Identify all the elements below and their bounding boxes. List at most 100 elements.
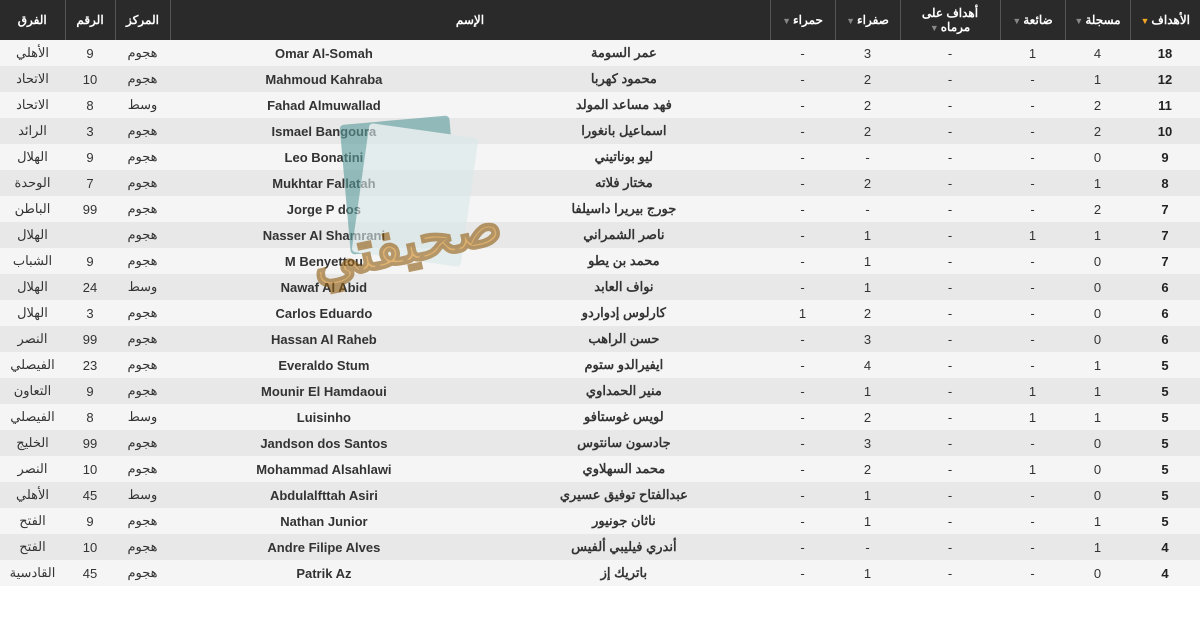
cell-missed: - [1000, 118, 1065, 144]
cell-num: 24 [65, 274, 115, 300]
cell-num: 9 [65, 144, 115, 170]
cell-team: الرائد [0, 118, 65, 144]
cell-goals: 7 [1130, 248, 1200, 274]
table-row: 60--1-نواف العابدNawaf Al Abidوسط24الهلا… [0, 274, 1200, 300]
cell-pos: هجوم [115, 222, 170, 248]
cell-goals: 6 [1130, 274, 1200, 300]
cell-team: الفيصلي [0, 352, 65, 378]
cell-num: 3 [65, 300, 115, 326]
table-row: 102--2-اسماعيل بانغوراIsmael Bangouraهجو… [0, 118, 1200, 144]
col-missed-header[interactable]: ضائعة▼ [1000, 0, 1065, 40]
cell-red: 1 [770, 300, 835, 326]
cell-team: الفتح [0, 508, 65, 534]
cell-name-ar: مختار فلاته [478, 170, 770, 196]
cell-name-en: Ismael Bangoura [170, 118, 478, 144]
cell-name-en: Mahmoud Kahraba [170, 66, 478, 92]
cell-own: - [900, 196, 1000, 222]
cell-num: 99 [65, 430, 115, 456]
col-scored-header[interactable]: مسجلة▼ [1065, 0, 1130, 40]
cell-name-en: Mounir El Hamdaoui [170, 378, 478, 404]
cell-own: - [900, 274, 1000, 300]
cell-missed: - [1000, 352, 1065, 378]
cell-team: الوحدة [0, 170, 65, 196]
cell-num: 99 [65, 326, 115, 352]
cell-pos: هجوم [115, 40, 170, 66]
cell-yellow: 2 [835, 300, 900, 326]
cell-own: - [900, 300, 1000, 326]
cell-scored: 0 [1065, 326, 1130, 352]
col-pos-header[interactable]: المركز [115, 0, 170, 40]
cell-scored: 0 [1065, 482, 1130, 508]
cell-red: - [770, 248, 835, 274]
cell-goals: 7 [1130, 222, 1200, 248]
col-name-header[interactable]: الإسم [170, 0, 770, 40]
cell-yellow: 3 [835, 326, 900, 352]
cell-num: 9 [65, 248, 115, 274]
cell-own: - [900, 222, 1000, 248]
cell-own: - [900, 482, 1000, 508]
cell-goals: 12 [1130, 66, 1200, 92]
cell-pos: وسط [115, 92, 170, 118]
cell-name-en: Omar Al-Somah [170, 40, 478, 66]
table-row: 1841-3-عمر السومةOmar Al-Somahهجوم9الأهل… [0, 40, 1200, 66]
cell-scored: 2 [1065, 92, 1130, 118]
col-yellow-header[interactable]: صفراء▼ [835, 0, 900, 40]
table-row: 51--4-ايفيرالدو ستومEveraldo Stumهجوم23ا… [0, 352, 1200, 378]
cell-num: 7 [65, 170, 115, 196]
cell-yellow: 3 [835, 40, 900, 66]
cell-team: الهلال [0, 300, 65, 326]
cell-name-ar: باتريك إز [478, 560, 770, 586]
cell-scored: 1 [1065, 404, 1130, 430]
cell-yellow: 3 [835, 430, 900, 456]
cell-scored: 0 [1065, 144, 1130, 170]
cell-goals: 7 [1130, 196, 1200, 222]
cell-own: - [900, 144, 1000, 170]
cell-scored: 0 [1065, 274, 1130, 300]
cell-num: 9 [65, 40, 115, 66]
cell-team: النصر [0, 456, 65, 482]
cell-name-en: Jandson dos Santos [170, 430, 478, 456]
cell-team: الفتح [0, 534, 65, 560]
cell-name-ar: ليو بوناتيني [478, 144, 770, 170]
cell-scored: 1 [1065, 170, 1130, 196]
cell-pos: هجوم [115, 300, 170, 326]
cell-num: 45 [65, 560, 115, 586]
cell-own: - [900, 326, 1000, 352]
cell-team: الخليج [0, 430, 65, 456]
col-own-header[interactable]: أهداف على مرماه▼ [900, 0, 1000, 40]
col-goals-header[interactable]: الأهداف▼ [1130, 0, 1200, 40]
cell-own: - [900, 456, 1000, 482]
cell-team: الهلال [0, 144, 65, 170]
cell-goals: 9 [1130, 144, 1200, 170]
cell-scored: 1 [1065, 508, 1130, 534]
cell-name-ar: لويس غوستافو [478, 404, 770, 430]
col-team-header[interactable]: الفرق [0, 0, 65, 40]
cell-name-en: Patrik Az [170, 560, 478, 586]
cell-name-ar: فهد مساعد المولد [478, 92, 770, 118]
sort-icon: ▼ [930, 23, 939, 33]
cell-red: - [770, 40, 835, 66]
cell-team: الأهلي [0, 482, 65, 508]
cell-num: 10 [65, 456, 115, 482]
cell-own: - [900, 40, 1000, 66]
col-num-header[interactable]: الرقم [65, 0, 115, 40]
cell-name-ar: ناثان جونيور [478, 508, 770, 534]
cell-name-en: Leo Bonatini [170, 144, 478, 170]
cell-pos: هجوم [115, 66, 170, 92]
cell-team: التعاون [0, 378, 65, 404]
table-row: 711-1-ناصر الشمرانيNasser Al Shamraniهجو… [0, 222, 1200, 248]
cell-scored: 1 [1065, 534, 1130, 560]
cell-name-en: M Benyettou [170, 248, 478, 274]
cell-name-en: Nathan Junior [170, 508, 478, 534]
cell-goals: 5 [1130, 430, 1200, 456]
cell-team: القادسية [0, 560, 65, 586]
cell-scored: 1 [1065, 66, 1130, 92]
sort-icon: ▼ [1141, 16, 1150, 26]
cell-missed: 1 [1000, 222, 1065, 248]
header-row: الأهداف▼ مسجلة▼ ضائعة▼ أهداف على مرماه▼ … [0, 0, 1200, 40]
cell-goals: 6 [1130, 326, 1200, 352]
cell-team: الباطن [0, 196, 65, 222]
cell-yellow: 1 [835, 482, 900, 508]
cell-missed: 1 [1000, 378, 1065, 404]
col-red-header[interactable]: حمراء▼ [770, 0, 835, 40]
